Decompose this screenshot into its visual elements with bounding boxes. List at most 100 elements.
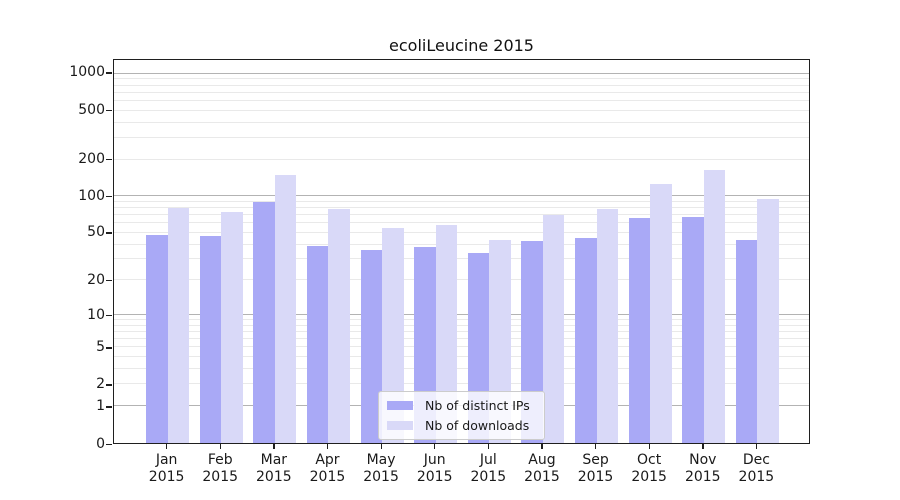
gridline-minor bbox=[114, 346, 809, 348]
y-tick-label: 10 bbox=[87, 306, 105, 323]
y-tick-label: 200 bbox=[78, 150, 105, 167]
x-tick-label-jul: Jul 2015 bbox=[453, 452, 523, 486]
legend-item-downloads: Nb of downloads bbox=[387, 418, 536, 433]
y-tick-label: 50 bbox=[87, 224, 105, 241]
x-tick-label-sep: Sep 2015 bbox=[561, 452, 631, 486]
gridline-minor bbox=[114, 367, 809, 369]
x-tick-label-jun: Jun 2015 bbox=[400, 452, 470, 486]
bar-downloads-apr bbox=[328, 209, 350, 443]
gridline-minor bbox=[114, 158, 809, 160]
y-tick-mark bbox=[106, 406, 112, 408]
x-tick-label-mar: Mar 2015 bbox=[239, 452, 309, 486]
bar-ips-feb bbox=[199, 236, 222, 443]
bar-downloads-oct bbox=[650, 183, 672, 443]
x-tick-mark bbox=[487, 444, 490, 449]
gridline-minor bbox=[114, 214, 809, 216]
bar-ips-jan bbox=[146, 235, 168, 443]
y-tick-mark bbox=[106, 195, 112, 197]
y-tick-label: 0 bbox=[96, 435, 105, 452]
gridline-minor bbox=[114, 100, 809, 102]
y-tick-mark bbox=[106, 279, 112, 282]
gridline-minor bbox=[114, 279, 809, 281]
gridline-major bbox=[114, 72, 809, 74]
x-tick-mark bbox=[273, 444, 275, 449]
y-tick-label: 2 bbox=[96, 376, 105, 393]
gridline-minor bbox=[114, 222, 809, 224]
gridline-minor bbox=[114, 91, 809, 93]
x-tick-label-dec: Dec 2015 bbox=[721, 452, 791, 486]
x-tick-mark bbox=[434, 444, 436, 449]
x-tick-year: 2015 bbox=[202, 469, 239, 485]
bar-downloads-may bbox=[382, 227, 404, 443]
legend: Nb of distinct IPs Nb of downloads bbox=[378, 391, 545, 440]
x-tick-year: 2015 bbox=[256, 469, 292, 485]
bar-downloads-sep bbox=[596, 209, 619, 443]
x-tick-year: 2015 bbox=[684, 469, 721, 485]
bar-downloads-nov bbox=[703, 169, 726, 443]
gridline-major bbox=[114, 313, 809, 315]
gridline-minor bbox=[114, 383, 809, 385]
y-tick-mark bbox=[106, 443, 112, 445]
bar-downloads-dec bbox=[757, 199, 779, 443]
bar-ips-mar bbox=[253, 201, 275, 443]
plot-area bbox=[113, 59, 810, 444]
x-tick-label-oct: Oct 2015 bbox=[614, 452, 684, 486]
y-tick-mark bbox=[106, 72, 112, 74]
x-tick-mark bbox=[702, 444, 704, 449]
x-tick-year: 2015 bbox=[524, 469, 560, 485]
y-tick-label: 100 bbox=[78, 187, 105, 204]
x-tick-mark bbox=[595, 444, 597, 449]
bar-ips-nov bbox=[682, 216, 704, 443]
gridline-minor bbox=[114, 231, 809, 233]
x-tick-year: 2015 bbox=[363, 469, 399, 485]
gridline-minor bbox=[114, 207, 809, 209]
x-tick-mark bbox=[166, 444, 168, 449]
x-tick-mark bbox=[755, 444, 758, 449]
gridline-minor bbox=[114, 258, 809, 260]
bar-ips-dec bbox=[735, 239, 758, 443]
gridline-major bbox=[114, 195, 809, 197]
y-tick-mark bbox=[106, 158, 112, 160]
gridline-minor bbox=[114, 109, 809, 111]
x-tick-label-may: May 2015 bbox=[346, 452, 416, 486]
x-tick-year: 2015 bbox=[738, 469, 775, 485]
y-tick-label: 20 bbox=[87, 271, 105, 288]
x-tick-mark bbox=[380, 444, 382, 449]
x-tick-year: 2015 bbox=[309, 469, 346, 485]
y-tick-label: 1000 bbox=[69, 64, 105, 81]
legend-label-distinct-ips: Nb of distinct IPs bbox=[425, 398, 530, 413]
y-tick-label: 500 bbox=[78, 101, 105, 118]
legend-swatch-downloads bbox=[387, 421, 413, 430]
chart-title: ecoliLeucine 2015 bbox=[389, 36, 534, 55]
gridline-minor bbox=[114, 243, 809, 245]
gridline-minor bbox=[114, 330, 809, 332]
gridline-minor bbox=[114, 84, 809, 86]
gridline-minor bbox=[114, 324, 809, 326]
x-tick-year: 2015 bbox=[470, 469, 507, 485]
bar-downloads-feb bbox=[221, 212, 243, 443]
bar-ips-oct bbox=[628, 218, 651, 443]
x-tick-label-nov: Nov 2015 bbox=[668, 452, 738, 486]
bar-downloads-aug bbox=[542, 215, 565, 443]
y-tick-mark bbox=[106, 232, 112, 234]
y-tick-label: 5 bbox=[96, 339, 105, 356]
gridline-minor bbox=[114, 338, 809, 340]
x-tick-year: 2015 bbox=[148, 469, 185, 485]
bar-ips-sep bbox=[575, 238, 597, 443]
bar-downloads-jan bbox=[167, 208, 190, 443]
x-tick-label-jan: Jan 2015 bbox=[132, 452, 202, 486]
gridline-minor bbox=[114, 78, 809, 80]
legend-label-downloads: Nb of downloads bbox=[425, 418, 530, 433]
x-tick-label-aug: Aug 2015 bbox=[507, 452, 577, 486]
y-tick-mark bbox=[106, 384, 112, 386]
x-tick-mark bbox=[219, 444, 222, 449]
x-tick-mark bbox=[541, 444, 543, 449]
x-tick-year: 2015 bbox=[577, 469, 614, 485]
x-tick-mark bbox=[648, 444, 650, 449]
x-tick-label-feb: Feb 2015 bbox=[185, 452, 255, 486]
x-tick-year: 2015 bbox=[631, 469, 667, 485]
gridline-minor bbox=[114, 121, 809, 123]
gridline-minor bbox=[114, 356, 809, 357]
x-tick-year: 2015 bbox=[416, 469, 453, 485]
